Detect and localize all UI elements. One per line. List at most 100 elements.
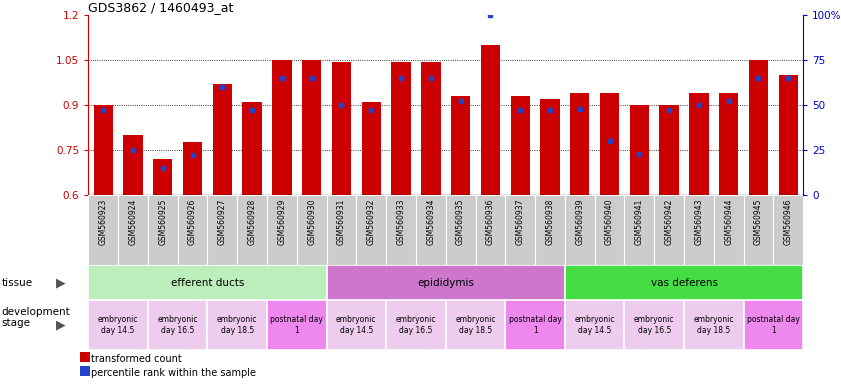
Bar xyxy=(182,142,202,195)
Bar xyxy=(391,61,410,195)
Text: GSM560933: GSM560933 xyxy=(397,199,405,245)
Bar xyxy=(565,195,595,265)
Bar xyxy=(630,105,649,195)
Bar xyxy=(505,300,565,350)
Bar xyxy=(624,195,654,265)
Bar xyxy=(386,195,416,265)
Bar xyxy=(743,195,774,265)
Text: embryonic
day 14.5: embryonic day 14.5 xyxy=(574,315,615,335)
Bar xyxy=(326,300,386,350)
Text: GSM560940: GSM560940 xyxy=(605,199,614,245)
Text: GSM560926: GSM560926 xyxy=(188,199,197,245)
Text: GSM560941: GSM560941 xyxy=(635,199,644,245)
Bar xyxy=(93,105,113,195)
Bar xyxy=(297,195,326,265)
Text: efferent ducts: efferent ducts xyxy=(171,278,244,288)
Bar xyxy=(272,60,292,195)
Text: GSM560937: GSM560937 xyxy=(516,199,525,245)
Text: postnatal day
1: postnatal day 1 xyxy=(270,315,323,335)
Bar xyxy=(242,102,262,195)
Text: embryonic
day 16.5: embryonic day 16.5 xyxy=(634,315,674,335)
Bar xyxy=(505,195,535,265)
Bar xyxy=(743,300,803,350)
Bar xyxy=(416,195,446,265)
Text: GSM560931: GSM560931 xyxy=(337,199,346,245)
Bar xyxy=(684,195,714,265)
Text: transformed count: transformed count xyxy=(91,354,182,364)
Bar xyxy=(565,300,624,350)
Bar xyxy=(421,61,441,195)
Text: GSM560929: GSM560929 xyxy=(278,199,287,245)
Bar xyxy=(326,265,565,300)
Bar xyxy=(570,93,590,195)
Bar xyxy=(88,195,118,265)
Bar xyxy=(148,300,208,350)
Bar xyxy=(535,195,565,265)
Text: ▶: ▶ xyxy=(56,318,66,331)
Bar xyxy=(719,93,738,195)
Text: GSM560945: GSM560945 xyxy=(754,199,763,245)
Bar xyxy=(690,93,709,195)
Bar xyxy=(510,96,530,195)
Text: GSM560943: GSM560943 xyxy=(695,199,703,245)
Bar xyxy=(595,195,624,265)
Bar xyxy=(684,300,743,350)
Bar xyxy=(774,195,803,265)
Text: ▶: ▶ xyxy=(56,276,66,289)
Text: postnatal day
1: postnatal day 1 xyxy=(509,315,562,335)
Text: GSM560934: GSM560934 xyxy=(426,199,436,245)
Bar xyxy=(148,195,177,265)
Bar xyxy=(177,195,208,265)
Bar xyxy=(779,75,798,195)
Bar xyxy=(481,45,500,195)
Bar xyxy=(654,195,684,265)
Bar xyxy=(386,300,446,350)
Bar xyxy=(446,195,475,265)
Text: GSM560938: GSM560938 xyxy=(546,199,554,245)
Text: GSM560939: GSM560939 xyxy=(575,199,584,245)
Text: GDS3862 / 1460493_at: GDS3862 / 1460493_at xyxy=(88,1,234,14)
Text: embryonic
day 18.5: embryonic day 18.5 xyxy=(455,315,495,335)
Text: GSM560927: GSM560927 xyxy=(218,199,227,245)
Bar xyxy=(357,195,386,265)
Text: GSM560923: GSM560923 xyxy=(98,199,108,245)
Text: GSM560942: GSM560942 xyxy=(664,199,674,245)
Bar xyxy=(153,159,172,195)
Text: development
stage: development stage xyxy=(2,306,71,328)
Bar xyxy=(237,195,267,265)
Text: GSM560925: GSM560925 xyxy=(158,199,167,245)
Text: GSM560936: GSM560936 xyxy=(486,199,495,245)
Bar xyxy=(213,84,232,195)
Text: GSM560946: GSM560946 xyxy=(784,199,793,245)
Text: GSM560930: GSM560930 xyxy=(307,199,316,245)
Bar xyxy=(302,60,321,195)
Bar xyxy=(475,195,505,265)
Text: epididymis: epididymis xyxy=(417,278,474,288)
Text: tissue: tissue xyxy=(2,278,33,288)
Text: vas deferens: vas deferens xyxy=(650,278,717,288)
Bar xyxy=(88,265,326,300)
Bar xyxy=(326,195,357,265)
Text: GSM560944: GSM560944 xyxy=(724,199,733,245)
Text: postnatal day
1: postnatal day 1 xyxy=(747,315,800,335)
Bar xyxy=(124,135,143,195)
Bar xyxy=(624,300,684,350)
Bar xyxy=(748,60,768,195)
Bar xyxy=(659,105,679,195)
Text: embryonic
day 18.5: embryonic day 18.5 xyxy=(694,315,734,335)
Bar xyxy=(362,102,381,195)
Text: GSM560935: GSM560935 xyxy=(456,199,465,245)
Bar xyxy=(600,93,619,195)
Bar xyxy=(208,300,267,350)
Text: embryonic
day 16.5: embryonic day 16.5 xyxy=(396,315,436,335)
Text: embryonic
day 14.5: embryonic day 14.5 xyxy=(98,315,138,335)
Bar xyxy=(565,265,803,300)
Bar xyxy=(208,195,237,265)
Bar xyxy=(332,61,352,195)
Text: embryonic
day 14.5: embryonic day 14.5 xyxy=(336,315,377,335)
Bar xyxy=(446,300,505,350)
Text: GSM560928: GSM560928 xyxy=(247,199,257,245)
Text: embryonic
day 16.5: embryonic day 16.5 xyxy=(157,315,198,335)
Text: GSM560924: GSM560924 xyxy=(129,199,137,245)
Text: percentile rank within the sample: percentile rank within the sample xyxy=(91,367,256,377)
